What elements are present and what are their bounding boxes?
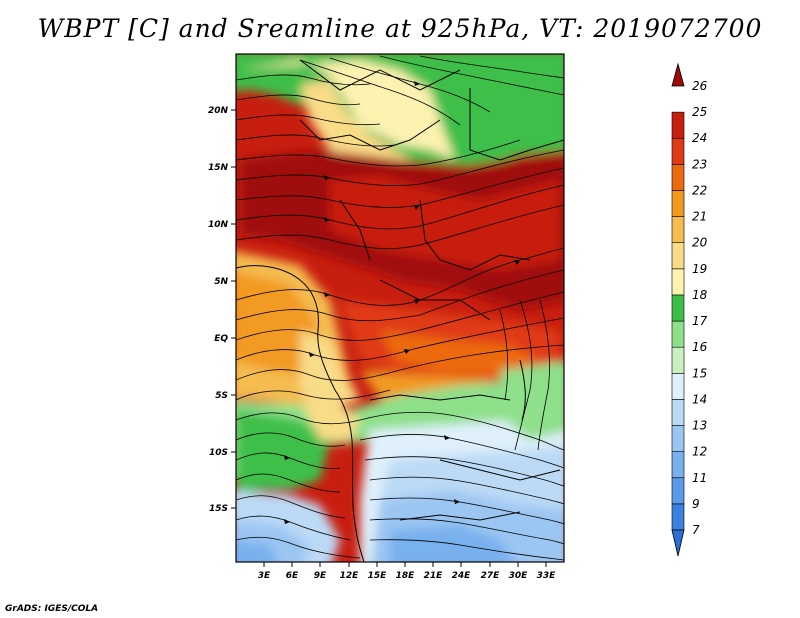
colorbar-segment — [671, 399, 685, 426]
colorbar-segment — [671, 242, 685, 270]
colorbar-segment — [671, 425, 685, 452]
wbpt-field — [236, 54, 564, 562]
colorbar-segment — [671, 268, 685, 296]
lon-tick-label: 6E — [286, 571, 299, 581]
colorbar-label: 25 — [692, 105, 707, 119]
colorbar-label: 23 — [692, 157, 707, 171]
map-frame — [235, 53, 565, 563]
colorbar-max-triangle — [671, 62, 685, 87]
lon-tick-label: 18E — [396, 571, 416, 581]
lat-tick-label: 5S — [215, 391, 228, 401]
lat-tick-label: 20N — [208, 106, 229, 116]
lat-tick-label: 10S — [209, 448, 228, 458]
colorbar-segment — [671, 294, 685, 322]
lat-tick-label: EQ — [214, 334, 228, 344]
lon-axis: 3E 6E 9E 12E 15E 18E 21E 24E 27E 30E 33E — [258, 562, 556, 581]
streamlines — [236, 55, 564, 561]
colorbar-segment — [671, 216, 685, 244]
lat-tick-label: 15N — [208, 163, 229, 173]
colorbar-label: 26 — [692, 79, 708, 93]
colorbar-segment — [671, 451, 685, 479]
lat-axis: 20N 15N 10N 5N EQ 5S 10S 15S — [208, 106, 236, 514]
lon-tick-label: 15E — [368, 571, 388, 581]
colorbar-label: 17 — [692, 314, 708, 328]
colorbar-label: 7 — [692, 523, 700, 537]
colorbar-label: 12 — [692, 445, 707, 459]
colorbar-label: 19 — [692, 262, 707, 276]
lon-tick-label: 27E — [481, 571, 501, 581]
map-title: WBPT [C] and Sreamline at 925hPa, VT: 20… — [37, 14, 763, 43]
colorbar-label: 11 — [692, 471, 707, 485]
colorbar-label: 24 — [692, 131, 707, 145]
lon-tick-label: 33E — [537, 571, 557, 581]
lon-tick-label: 21E — [424, 571, 444, 581]
colorbar-label: 9 — [692, 497, 700, 511]
lat-tick-label: 5N — [214, 277, 228, 287]
colorbar-label: 21 — [692, 210, 707, 224]
colorbar-min-triangle — [671, 529, 685, 557]
colorbar: 7 9 11 12 13 14 15 16 17 18 19 20 21 22 23 24 25 26 — [671, 62, 708, 557]
colorbar-segments — [671, 111, 685, 531]
lon-tick-label: 9E — [314, 571, 327, 581]
colorbar-segment — [671, 164, 685, 191]
colorbar-label: 16 — [692, 340, 708, 354]
country-borders — [236, 59, 564, 562]
lon-tick-label: 30E — [509, 571, 529, 581]
colorbar-label: 13 — [692, 419, 707, 433]
lon-tick-label: 12E — [340, 571, 360, 581]
colorbar-segment — [671, 137, 685, 165]
colorbar-labels: 7 9 11 12 13 14 15 16 17 18 19 20 21 22 23 24 25 26 — [692, 79, 708, 537]
lon-tick-label: 3E — [258, 571, 271, 581]
lon-tick-label: 24E — [452, 571, 472, 581]
colorbar-label: 14 — [692, 392, 707, 406]
lat-tick-label: 15S — [209, 504, 228, 514]
colorbar-segment — [671, 320, 685, 348]
lat-tick-label: 10N — [208, 220, 229, 230]
colorbar-label: 18 — [692, 288, 708, 302]
colorbar-segment — [671, 346, 685, 374]
colorbar-segment — [671, 477, 685, 505]
colorbar-segment — [671, 372, 685, 400]
colorbar-label: 22 — [692, 183, 707, 197]
colorbar-segment — [671, 111, 685, 139]
credit-text: GrADS: IGES/COLA — [5, 604, 99, 614]
colorbar-segment — [671, 503, 685, 531]
colorbar-segment — [671, 190, 685, 217]
streamline-arrows — [284, 81, 520, 524]
colorbar-label: 20 — [692, 236, 708, 250]
colorbar-label: 15 — [692, 366, 707, 380]
